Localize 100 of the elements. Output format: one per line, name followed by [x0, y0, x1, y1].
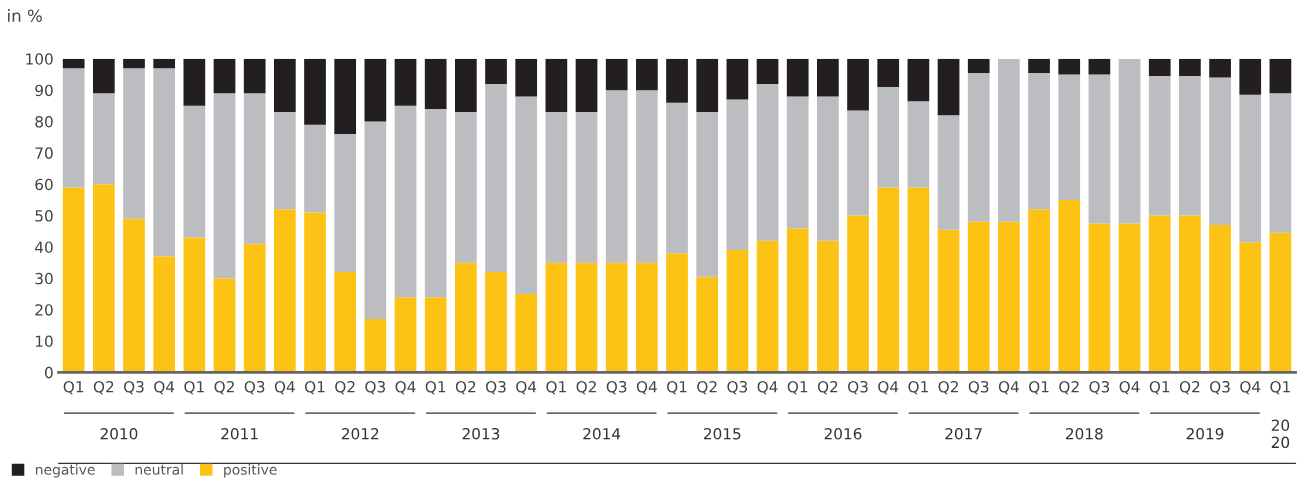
- bar: [92, 184, 115, 373]
- bar: [756, 83, 779, 241]
- legend-label: neutral: [135, 464, 183, 475]
- x-tick-label: Q2: [1179, 381, 1200, 395]
- x-tick-label: Q2: [576, 381, 596, 395]
- text: 2017: [945, 428, 982, 440]
- text: 2014: [583, 428, 621, 440]
- bar: [817, 240, 839, 373]
- y-tick-label: 20: [35, 304, 53, 316]
- bar: [394, 58, 417, 106]
- bar: [998, 58, 1020, 222]
- x-tick-label: Q1: [184, 381, 204, 395]
- bar: [937, 229, 960, 373]
- bar: [213, 278, 236, 373]
- bar: [847, 58, 869, 111]
- bar: [575, 58, 598, 113]
- bar: [243, 93, 266, 244]
- bar: [877, 87, 900, 188]
- x-tick-label: Q4: [1119, 381, 1140, 395]
- x-tick-label: Q4: [998, 381, 1019, 395]
- y-tick-label: 60: [35, 178, 53, 191]
- bar: [485, 58, 507, 84]
- bar: [424, 297, 447, 373]
- bar: [545, 262, 568, 373]
- x-tick-label: Q2: [93, 381, 114, 395]
- bar: [756, 240, 779, 373]
- bar: [304, 124, 326, 213]
- x-tick-label: Q4: [636, 381, 657, 395]
- bar: [243, 243, 266, 373]
- bar: [334, 272, 357, 373]
- bar: [696, 112, 719, 277]
- bar: [123, 218, 145, 373]
- bar: [153, 68, 176, 257]
- bar: [1028, 58, 1050, 73]
- bar: [967, 72, 990, 222]
- bar: [243, 58, 266, 94]
- bar: [967, 221, 990, 373]
- bar: [273, 112, 296, 210]
- x-tick-label: Q2: [697, 381, 717, 395]
- x-tick-label: Q2: [455, 381, 476, 395]
- bar: [485, 83, 507, 273]
- bar: [304, 212, 326, 373]
- bar: [153, 58, 176, 69]
- text: 2016: [824, 428, 862, 440]
- x-tick-label: Q1: [63, 381, 84, 395]
- bar: [877, 187, 900, 373]
- y-tick-label: 0: [45, 366, 53, 379]
- bar: [1148, 215, 1171, 373]
- bar: [1239, 94, 1262, 243]
- x-tick-label: Q3: [244, 381, 265, 395]
- bar: [847, 110, 869, 216]
- bar: [183, 58, 206, 106]
- x-tick-label: Q1: [908, 381, 928, 395]
- bar: [545, 112, 568, 263]
- text: 2015: [703, 428, 741, 440]
- bar: [696, 58, 719, 113]
- bar: [334, 134, 357, 273]
- y-tick-label: 90: [35, 84, 53, 97]
- x-tick-label: Q2: [817, 381, 838, 395]
- bar: [515, 96, 538, 294]
- bar: [1179, 215, 1201, 373]
- bar: [907, 101, 930, 188]
- bar: [1088, 223, 1111, 373]
- x-tick-label: Q1: [305, 381, 325, 395]
- bar: [364, 58, 387, 122]
- bar: [605, 262, 628, 373]
- bar: [545, 58, 568, 113]
- bar: [937, 58, 960, 116]
- bar: [605, 90, 628, 263]
- bar: [364, 319, 387, 373]
- bar: [424, 58, 447, 109]
- bar: [1058, 74, 1081, 200]
- bar: [636, 262, 658, 373]
- bar: [636, 58, 658, 91]
- bar: [877, 58, 900, 88]
- bar: [1209, 58, 1231, 78]
- bar: [485, 272, 507, 373]
- x-tick-label: Q1: [1270, 381, 1290, 395]
- y-tick-label: 100: [26, 53, 53, 65]
- bar: [666, 253, 688, 373]
- bar: [907, 187, 930, 373]
- x-tick-label: Q1: [787, 381, 808, 395]
- bar: [1269, 232, 1292, 373]
- text: 20 20: [1271, 419, 1290, 449]
- bar: [394, 105, 417, 298]
- bar: [696, 276, 719, 373]
- bar: [726, 58, 749, 100]
- x-tick-label: Q1: [546, 381, 566, 395]
- bar: [1269, 93, 1292, 233]
- bar: [424, 108, 447, 298]
- x-tick-label: Q3: [606, 381, 627, 395]
- text: 2012: [341, 428, 379, 440]
- x-tick-label: Q3: [123, 381, 144, 395]
- bar: [998, 221, 1020, 373]
- bar: [786, 58, 809, 97]
- bar: [1028, 209, 1050, 373]
- y-tick-label: 30: [35, 272, 53, 285]
- bar: [304, 58, 326, 125]
- bar: [817, 58, 839, 97]
- bar: [1239, 58, 1262, 95]
